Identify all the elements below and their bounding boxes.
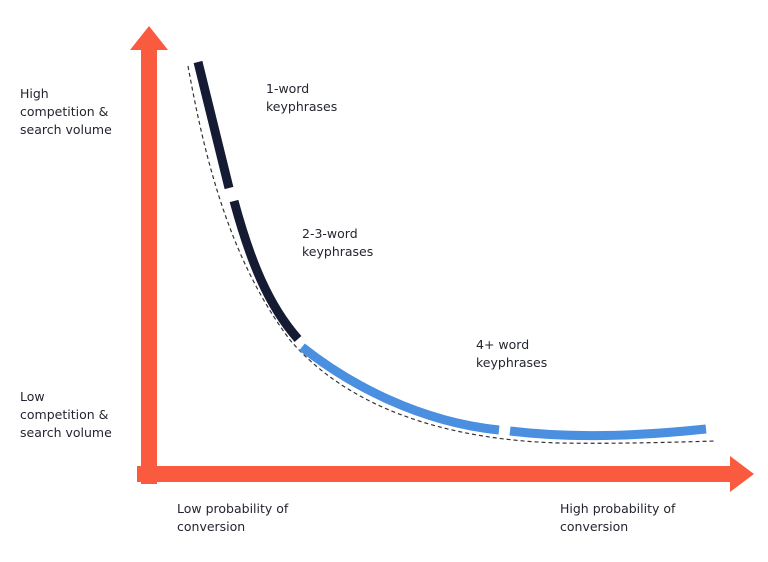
label-line: competition &: [20, 407, 109, 422]
label-line: Low: [20, 389, 45, 404]
label-line: High probability of: [560, 501, 676, 516]
label-line: search volume: [20, 425, 112, 440]
x-high-label: High probability of conversion: [560, 500, 675, 536]
label-line: Low probability of: [177, 501, 289, 516]
segment-4-word-b: [509, 424, 707, 441]
x-axis-arrow: [730, 456, 754, 492]
label-line: 2-3-word: [302, 226, 358, 241]
y-axis-arrow: [130, 26, 168, 50]
x-axis: [137, 466, 737, 482]
segment-1-word: [193, 60, 234, 190]
trend-curve: [187, 65, 717, 444]
label-line: keyphrases: [476, 355, 548, 370]
segment-label: 4+ word keyphrases: [476, 336, 547, 372]
label-line: 1-word: [266, 81, 310, 96]
label-line: conversion: [177, 519, 246, 534]
segment-label: 1-word keyphrases: [266, 80, 337, 116]
segment-4-word-a: [299, 343, 500, 435]
label-line: competition &: [20, 104, 109, 119]
x-low-label: Low probability of conversion: [177, 500, 288, 536]
y-axis: [141, 44, 157, 484]
y-high-label: High competition & search volume: [20, 85, 112, 139]
label-line: High: [20, 86, 49, 101]
label-line: keyphrases: [266, 99, 338, 114]
label-line: 4+ word: [476, 337, 530, 352]
segment-label: 2-3-word keyphrases: [302, 225, 373, 261]
segment-2-3-word: [229, 199, 302, 342]
label-line: keyphrases: [302, 244, 374, 259]
y-low-label: Low competition & search volume: [20, 388, 112, 442]
label-line: conversion: [560, 519, 629, 534]
label-line: search volume: [20, 122, 112, 137]
